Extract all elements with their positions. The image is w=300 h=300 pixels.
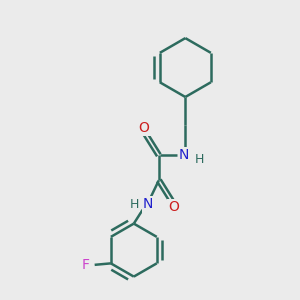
Text: H: H — [130, 198, 139, 211]
Text: F: F — [82, 258, 90, 272]
Text: N: N — [179, 148, 189, 162]
Text: N: N — [143, 197, 153, 212]
Text: O: O — [168, 200, 179, 214]
Text: O: O — [139, 121, 149, 135]
Text: H: H — [194, 153, 204, 166]
